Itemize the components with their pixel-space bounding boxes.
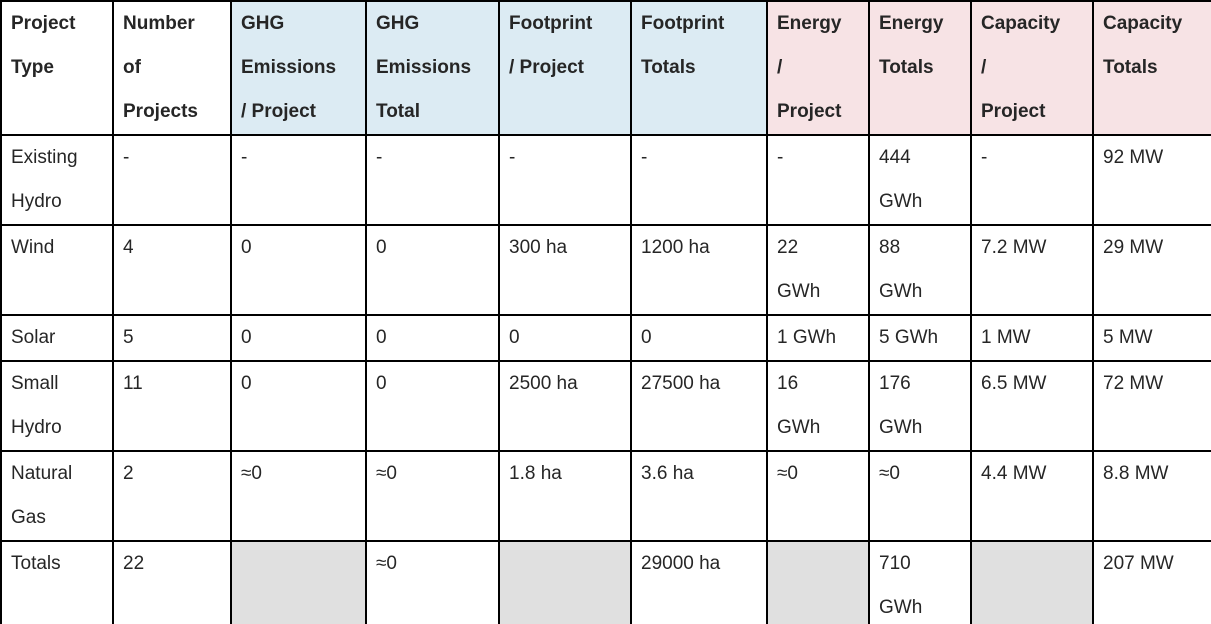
data-cell: 27500 ha xyxy=(630,360,768,452)
column-header: Number of Projects xyxy=(112,0,232,136)
data-cell: 5 GWh xyxy=(868,314,972,362)
data-cell: 0 xyxy=(230,224,367,316)
data-cell: - xyxy=(230,134,367,226)
data-cell: 29 MW xyxy=(1092,224,1211,316)
data-cell: 5 MW xyxy=(1092,314,1211,362)
data-cell: 444 GWh xyxy=(868,134,972,226)
table-row: Wind 4 0 0 300 ha 1200 ha 22 GWh 88 GWh 7.2 MW 29… xyxy=(0,224,1211,316)
column-header: Footprint / Project xyxy=(498,0,632,136)
data-cell: - xyxy=(112,134,232,226)
data-cell: - xyxy=(365,134,500,226)
data-cell: 1 GWh xyxy=(766,314,870,362)
data-cell: ≈0 xyxy=(868,450,972,542)
table-row: Solar 5 0 0 0 0 1 GWh 5 GWh 1 MW 5 MW xyxy=(0,314,1211,362)
column-header: Capacity Totals xyxy=(1092,0,1211,136)
data-cell: 300 ha xyxy=(498,224,632,316)
data-cell xyxy=(230,540,367,624)
data-cell: 0 xyxy=(365,360,500,452)
row-label-cell: Solar xyxy=(0,314,114,362)
table-row: Natural Gas 2 ≈0 ≈0 1.8 ha 3.6 ha ≈0 ≈0 4.4 MW 8.… xyxy=(0,450,1211,542)
data-cell: 92 MW xyxy=(1092,134,1211,226)
table-header: Project Type Number of Projects GHG Emissi… xyxy=(0,0,1211,136)
column-header: GHG Emissions / Project xyxy=(230,0,367,136)
row-label-cell: Natural Gas xyxy=(0,450,114,542)
data-cell: ≈0 xyxy=(230,450,367,542)
column-header: Energy / Project xyxy=(766,0,870,136)
row-label-cell: Small Hydro xyxy=(0,360,114,452)
data-cell: ≈0 xyxy=(365,450,500,542)
data-cell: 4 xyxy=(112,224,232,316)
data-cell: 710 GWh xyxy=(868,540,972,624)
data-cell: - xyxy=(630,134,768,226)
data-cell: 11 xyxy=(112,360,232,452)
data-cell: 88 GWh xyxy=(868,224,972,316)
data-cell: - xyxy=(498,134,632,226)
data-cell: 2500 ha xyxy=(498,360,632,452)
data-cell: ≈0 xyxy=(365,540,500,624)
data-cell: 0 xyxy=(365,314,500,362)
data-cell: 176 GWh xyxy=(868,360,972,452)
column-header: Capacity / Project xyxy=(970,0,1094,136)
data-cell: 0 xyxy=(230,360,367,452)
table-row: Totals 22 ≈0 29000 ha 710 GWh 207 MW xyxy=(0,540,1211,624)
data-cell: 0 xyxy=(630,314,768,362)
data-cell: 207 MW xyxy=(1092,540,1211,624)
data-cell: 0 xyxy=(365,224,500,316)
data-cell xyxy=(766,540,870,624)
column-header: GHG Emissions Total xyxy=(365,0,500,136)
column-header: Project Type xyxy=(0,0,114,136)
data-cell: 29000 ha xyxy=(630,540,768,624)
data-cell: 1200 ha xyxy=(630,224,768,316)
row-label-cell: Totals xyxy=(0,540,114,624)
data-cell xyxy=(498,540,632,624)
data-cell: - xyxy=(766,134,870,226)
data-cell: 16 GWh xyxy=(766,360,870,452)
data-cell: 1 MW xyxy=(970,314,1094,362)
table-row: Existing Hydro - - - - - -444 GWh -92 MW xyxy=(0,134,1211,226)
column-header: Footprint Totals xyxy=(630,0,768,136)
row-label-cell: Wind xyxy=(0,224,114,316)
data-cell: - xyxy=(970,134,1094,226)
data-cell: 1.8 ha xyxy=(498,450,632,542)
data-cell: 7.2 MW xyxy=(970,224,1094,316)
data-cell: 0 xyxy=(498,314,632,362)
data-cell: 6.5 MW xyxy=(970,360,1094,452)
table-row: Small Hydro 11 0 0 2500 ha 27500 ha 16 GWh 176 … xyxy=(0,360,1211,452)
data-cell: 0 xyxy=(230,314,367,362)
data-cell: 5 xyxy=(112,314,232,362)
data-cell: 3.6 ha xyxy=(630,450,768,542)
data-cell: 72 MW xyxy=(1092,360,1211,452)
header-row: Project Type Number of Projects GHG Emissi… xyxy=(0,0,1211,136)
data-cell xyxy=(970,540,1094,624)
data-cell: 22 xyxy=(112,540,232,624)
data-cell: 2 xyxy=(112,450,232,542)
column-header: Energy Totals xyxy=(868,0,972,136)
row-label-cell: Existing Hydro xyxy=(0,134,114,226)
data-cell: 8.8 MW xyxy=(1092,450,1211,542)
table-body: Existing Hydro - - - - - -444 GWh -92 MW Wind 4 0 0… xyxy=(0,134,1211,624)
data-cell: 4.4 MW xyxy=(970,450,1094,542)
data-cell: ≈0 xyxy=(766,450,870,542)
data-cell: 22 GWh xyxy=(766,224,870,316)
